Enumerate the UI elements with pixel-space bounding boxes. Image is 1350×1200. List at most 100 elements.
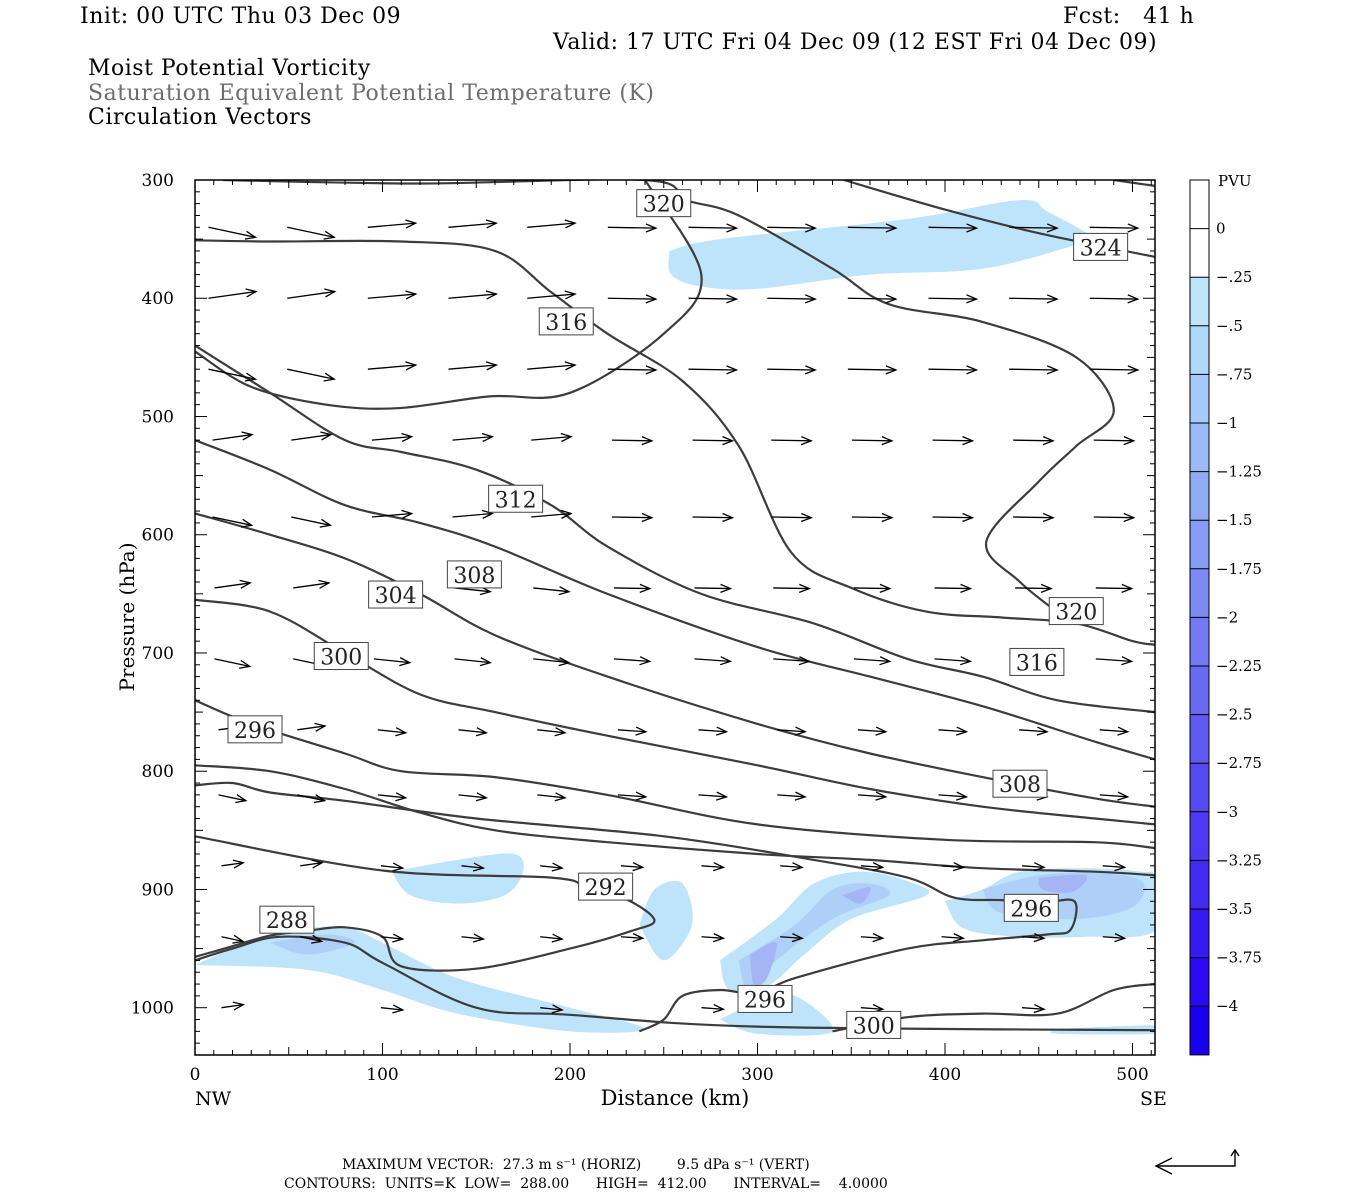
vector-arrow [847,365,898,375]
vector-arrow [537,792,567,802]
pv-colorbar: 0 −.25 −.5 −.75 −1 −1.25 −1.5 −1.75 −2 −2.25 −2.5 −… [1189,179,1262,1056]
vector-arrow [607,223,658,233]
vector-arrow [452,509,495,519]
vector-arrow [1093,436,1136,446]
vector-arrow [218,794,248,804]
contour-label: 300 [320,646,362,671]
circulation-vectors [208,219,1140,1014]
contour-312-8 [195,439,1155,761]
colorbar-label: −2.5 [1216,706,1252,724]
reference-vector-arrow [1154,1148,1240,1175]
vector-arrow [221,934,245,944]
contour-316-9 [195,344,1155,714]
vector-arrow [300,934,324,944]
vector-arrow [692,512,735,523]
vector-arrow [287,368,336,382]
vector-arrow [1009,365,1059,375]
contour-label-box [368,580,424,609]
contour-label: 288 [266,909,308,934]
vector-arrow [452,432,495,443]
vector-arrow [941,862,966,872]
vector-arrow [767,365,817,375]
vector-arrow [297,722,327,732]
theta-es-contours [195,180,1155,1033]
x-left-end-label: NW [195,1088,232,1110]
vector-arrow [620,933,645,943]
pv-region-13 [1038,874,1088,893]
x-axis-title: Distance (km) [601,1086,750,1110]
colorbar-label: −3.25 [1216,851,1262,869]
colorbar-label: −.5 [1216,317,1243,335]
vector-arrow [698,791,729,801]
axis-tick-labels: 0 100 200 300 400 500 300 400 500 600 700 800 900 100… [131,171,1149,1085]
vector-arrow [698,726,729,736]
vector-arrow [461,933,486,943]
colorbar-swatch [1190,957,1209,1007]
contour-300-4 [195,699,1155,850]
contour-label-box [538,307,594,336]
contour-label-box [313,642,369,671]
colorbar-label: −4 [1216,997,1238,1015]
vector-arrow [688,223,739,233]
vector-arrow [771,436,813,446]
colorbar-label: −1.75 [1216,560,1262,578]
y-axis-title: Pressure (hPa) [115,543,139,692]
vector-arrow [531,509,573,519]
pv-region-8 [738,883,891,990]
colorbar-swatch [1190,520,1209,570]
vector-arrow [1089,294,1140,304]
colorbar-label: 0 [1216,220,1226,238]
vector-arrow [1022,862,1046,872]
colorbar-swatch [1190,228,1209,278]
forecast-hour-label: Fcst: 41 h [1063,4,1195,29]
colorbar-swatch [1190,860,1209,910]
x-tick-label: 0 [190,1065,201,1085]
colorbar-swatch [1190,568,1209,618]
vector-arrow [1013,512,1055,523]
contour-label: 316 [545,311,587,336]
vector-arrow [771,512,813,523]
vector-arrow [221,859,246,869]
colorbar-swatch [1190,277,1209,327]
vector-arrow [531,432,573,443]
vector-arrow [212,516,254,528]
vector-arrow [613,583,652,593]
contour-label: 296 [1010,897,1052,922]
vector-arrow [377,792,408,802]
vector-arrow [860,933,885,943]
field-title-theta-es: Saturation Equivalent Potential Temperat… [88,81,655,106]
vector-arrow [373,657,412,667]
vector-arrow [928,365,979,375]
vector-arrow [607,365,658,375]
contour-label: 308 [453,564,495,589]
vector-arrow [458,792,489,802]
x-right-end-label: SE [1140,1088,1167,1110]
colorbar-label: −3 [1216,803,1238,821]
x-tick-label: 200 [554,1065,586,1085]
pv-region-12 [841,886,871,904]
vector-arrow [1089,365,1140,375]
vector-arrow [857,726,888,736]
colorbar-label: −3.75 [1216,949,1262,967]
vector-arrow [853,583,892,593]
colorbar-swatch [1190,666,1209,716]
vector-arrow [454,657,493,667]
colorbar-swatch [1190,325,1209,375]
pv-region-1 [391,853,524,904]
vector-arrow [214,658,252,669]
vector-arrow [611,512,654,523]
vector-arrow [777,791,807,801]
vector-arrow [208,368,258,382]
vector-arrow [934,656,973,666]
vector-arrow [1009,223,1059,233]
vector-arrow [694,656,733,666]
contour-label: 320 [1055,601,1097,626]
vector-arrow [527,290,577,300]
vector-arrow [688,294,739,304]
contour-label-box [1073,232,1129,261]
y-tick-label: 300 [142,171,174,191]
vector-arrow [214,579,252,589]
vector-arrow [1013,436,1055,446]
vector-arrow [613,656,652,666]
